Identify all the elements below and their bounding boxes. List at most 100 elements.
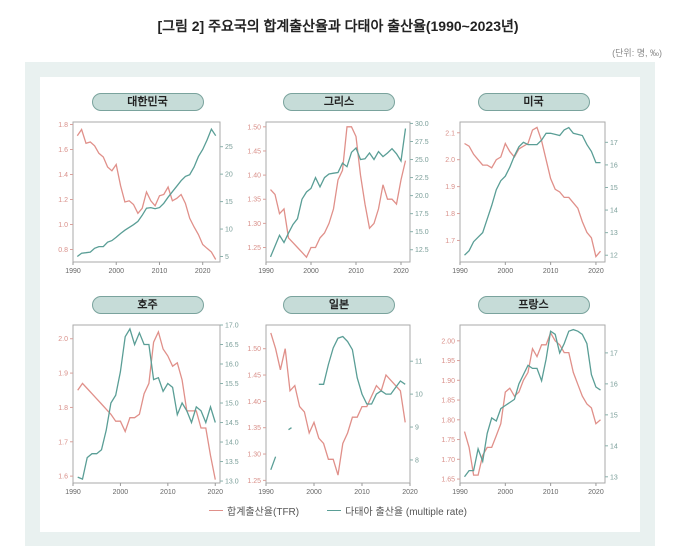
- mr-swatch: [327, 509, 342, 512]
- right-tick-label: 12.5: [415, 247, 429, 254]
- x-tick-label: 2010: [354, 489, 370, 496]
- left-tick-label: 1.4: [58, 172, 68, 179]
- x-tick-label: 1990: [452, 268, 468, 275]
- x-tick-label: 2000: [498, 268, 514, 275]
- tfr-line: [270, 126, 407, 259]
- x-tick-label: 2020: [588, 268, 604, 275]
- left-tick-label: 1.9: [58, 371, 68, 378]
- x-tick-label: 2020: [393, 268, 409, 275]
- x-tick-label: 2000: [113, 489, 129, 496]
- x-tick-label: 2010: [152, 268, 168, 275]
- right-tick-label: 12: [610, 253, 618, 260]
- x-tick-label: 2000: [303, 268, 319, 275]
- right-tick-label: 15.0: [415, 229, 429, 236]
- left-tick-label: 1.45: [247, 373, 261, 380]
- right-tick-label: 17.5: [415, 211, 429, 218]
- right-tick-label: 15: [610, 412, 618, 419]
- tfr-swatch: [209, 509, 223, 512]
- right-tick-label: 13: [610, 474, 618, 481]
- left-tick-label: 1.9: [445, 184, 455, 191]
- panel-title: 프랑스: [477, 296, 590, 314]
- x-tick-label: 1990: [452, 489, 468, 496]
- x-tick-label: 1990: [65, 489, 81, 496]
- left-tick-label: 1.40: [247, 173, 261, 180]
- panel-2: 1990 2000 2010 2020 1.7 1.8 1.9 2.0 2.1 12 13 14 15 1…: [445, 121, 618, 275]
- right-tick-label: 16.5: [225, 342, 239, 349]
- left-tick-label: 1.65: [441, 477, 455, 484]
- x-tick-label: 1990: [65, 268, 81, 275]
- left-tick-label: 2.0: [58, 336, 68, 343]
- right-tick-label: 14: [610, 443, 618, 450]
- panel-title: 미국: [477, 93, 590, 111]
- legend-label-mr: 다태아 출산율 (multiple rate): [345, 507, 467, 518]
- unit-label: (단위: 명, ‰): [612, 48, 662, 58]
- right-tick-label: 14.0: [225, 440, 239, 447]
- left-tick-label: 1.8: [445, 211, 455, 218]
- x-tick-label: 2020: [195, 268, 211, 275]
- right-tick-label: 15: [610, 185, 618, 192]
- right-tick-label: 27.5: [415, 139, 429, 146]
- left-tick-label: 1.25: [247, 245, 261, 252]
- right-tick-label: 22.5: [415, 175, 429, 182]
- right-tick-label: 16: [610, 162, 618, 169]
- left-tick-label: 1.6: [58, 474, 68, 481]
- x-tick-label: 2000: [498, 489, 514, 496]
- panel-4: 1990 2000 2010 2020 1.25 1.30 1.35 1.40 1.45 1.50…: [247, 324, 423, 496]
- right-tick-label: 30.0: [415, 121, 429, 128]
- right-tick-label: 14: [610, 208, 618, 215]
- right-tick-label: 10: [415, 392, 423, 399]
- right-tick-label: 10: [225, 227, 233, 234]
- right-tick-label: 17: [610, 140, 618, 147]
- x-tick-label: 2000: [306, 489, 322, 496]
- right-tick-label: 17: [610, 350, 618, 357]
- left-tick-label: 2.00: [441, 338, 455, 345]
- panel-5: 1990 2000 2010 2020 1.65 1.70 1.75 1.80 1.85 1.90…: [441, 324, 618, 496]
- left-tick-label: 1.90: [441, 378, 455, 385]
- left-tick-label: 1.75: [441, 437, 455, 444]
- panel-title: 일본: [283, 296, 395, 314]
- multiple-rate-line: [464, 126, 601, 256]
- right-tick-label: 17.0: [225, 323, 239, 330]
- plot-border: [265, 121, 411, 263]
- left-tick-label: 1.25: [247, 478, 261, 485]
- right-tick-label: 13.0: [225, 479, 239, 486]
- left-tick-label: 1.50: [247, 346, 261, 353]
- plot-border: [72, 324, 221, 484]
- tfr-line: [463, 331, 601, 476]
- tfr-line: [270, 332, 406, 476]
- left-tick-label: 1.0: [58, 222, 68, 229]
- tfr-line: [76, 128, 217, 260]
- right-tick-label: 13: [610, 230, 618, 237]
- right-tick-label: 16: [610, 381, 618, 388]
- x-tick-label: 2020: [588, 489, 604, 496]
- x-tick-label: 2010: [543, 268, 559, 275]
- legend-label-tfr: 합계출산율(TFR): [227, 507, 300, 518]
- right-tick-label: 20.0: [415, 193, 429, 200]
- tfr-line: [77, 330, 216, 480]
- x-tick-label: 1990: [258, 268, 274, 275]
- right-tick-label: 13.5: [225, 459, 239, 466]
- multiple-rate-line: [76, 127, 217, 258]
- x-tick-label: 2010: [160, 489, 176, 496]
- panel-title: 그리스: [283, 93, 395, 111]
- left-tick-label: 1.8: [58, 405, 68, 412]
- right-tick-label: 15.5: [225, 381, 239, 388]
- legend-item-mr: 다태아 출산율 (multiple rate): [327, 503, 467, 518]
- left-tick-label: 0.8: [58, 247, 68, 254]
- panel-0: 1990 2000 2010 2020 0.8 1.0 1.2 1.4 1.6 1.8 5 10 15 2…: [58, 121, 233, 275]
- left-tick-label: 1.8: [58, 122, 68, 129]
- x-tick-label: 2020: [402, 489, 418, 496]
- legend: 합계출산율(TFR) 다태아 출산율 (multiple rate): [0, 503, 676, 518]
- right-tick-label: 16.0: [225, 362, 239, 369]
- x-tick-label: 2000: [108, 268, 124, 275]
- multiple-rate-line: [269, 128, 407, 258]
- left-tick-label: 1.50: [247, 124, 261, 131]
- panel-title: 대한민국: [91, 93, 204, 111]
- x-tick-label: 1990: [258, 489, 274, 496]
- plot-border: [459, 121, 606, 263]
- legend-item-tfr: 합계출산율(TFR): [209, 503, 299, 518]
- plot-border: [265, 324, 411, 484]
- x-tick-label: 2010: [543, 489, 559, 496]
- right-tick-label: 25.0: [415, 157, 429, 164]
- right-tick-label: 15: [225, 199, 233, 206]
